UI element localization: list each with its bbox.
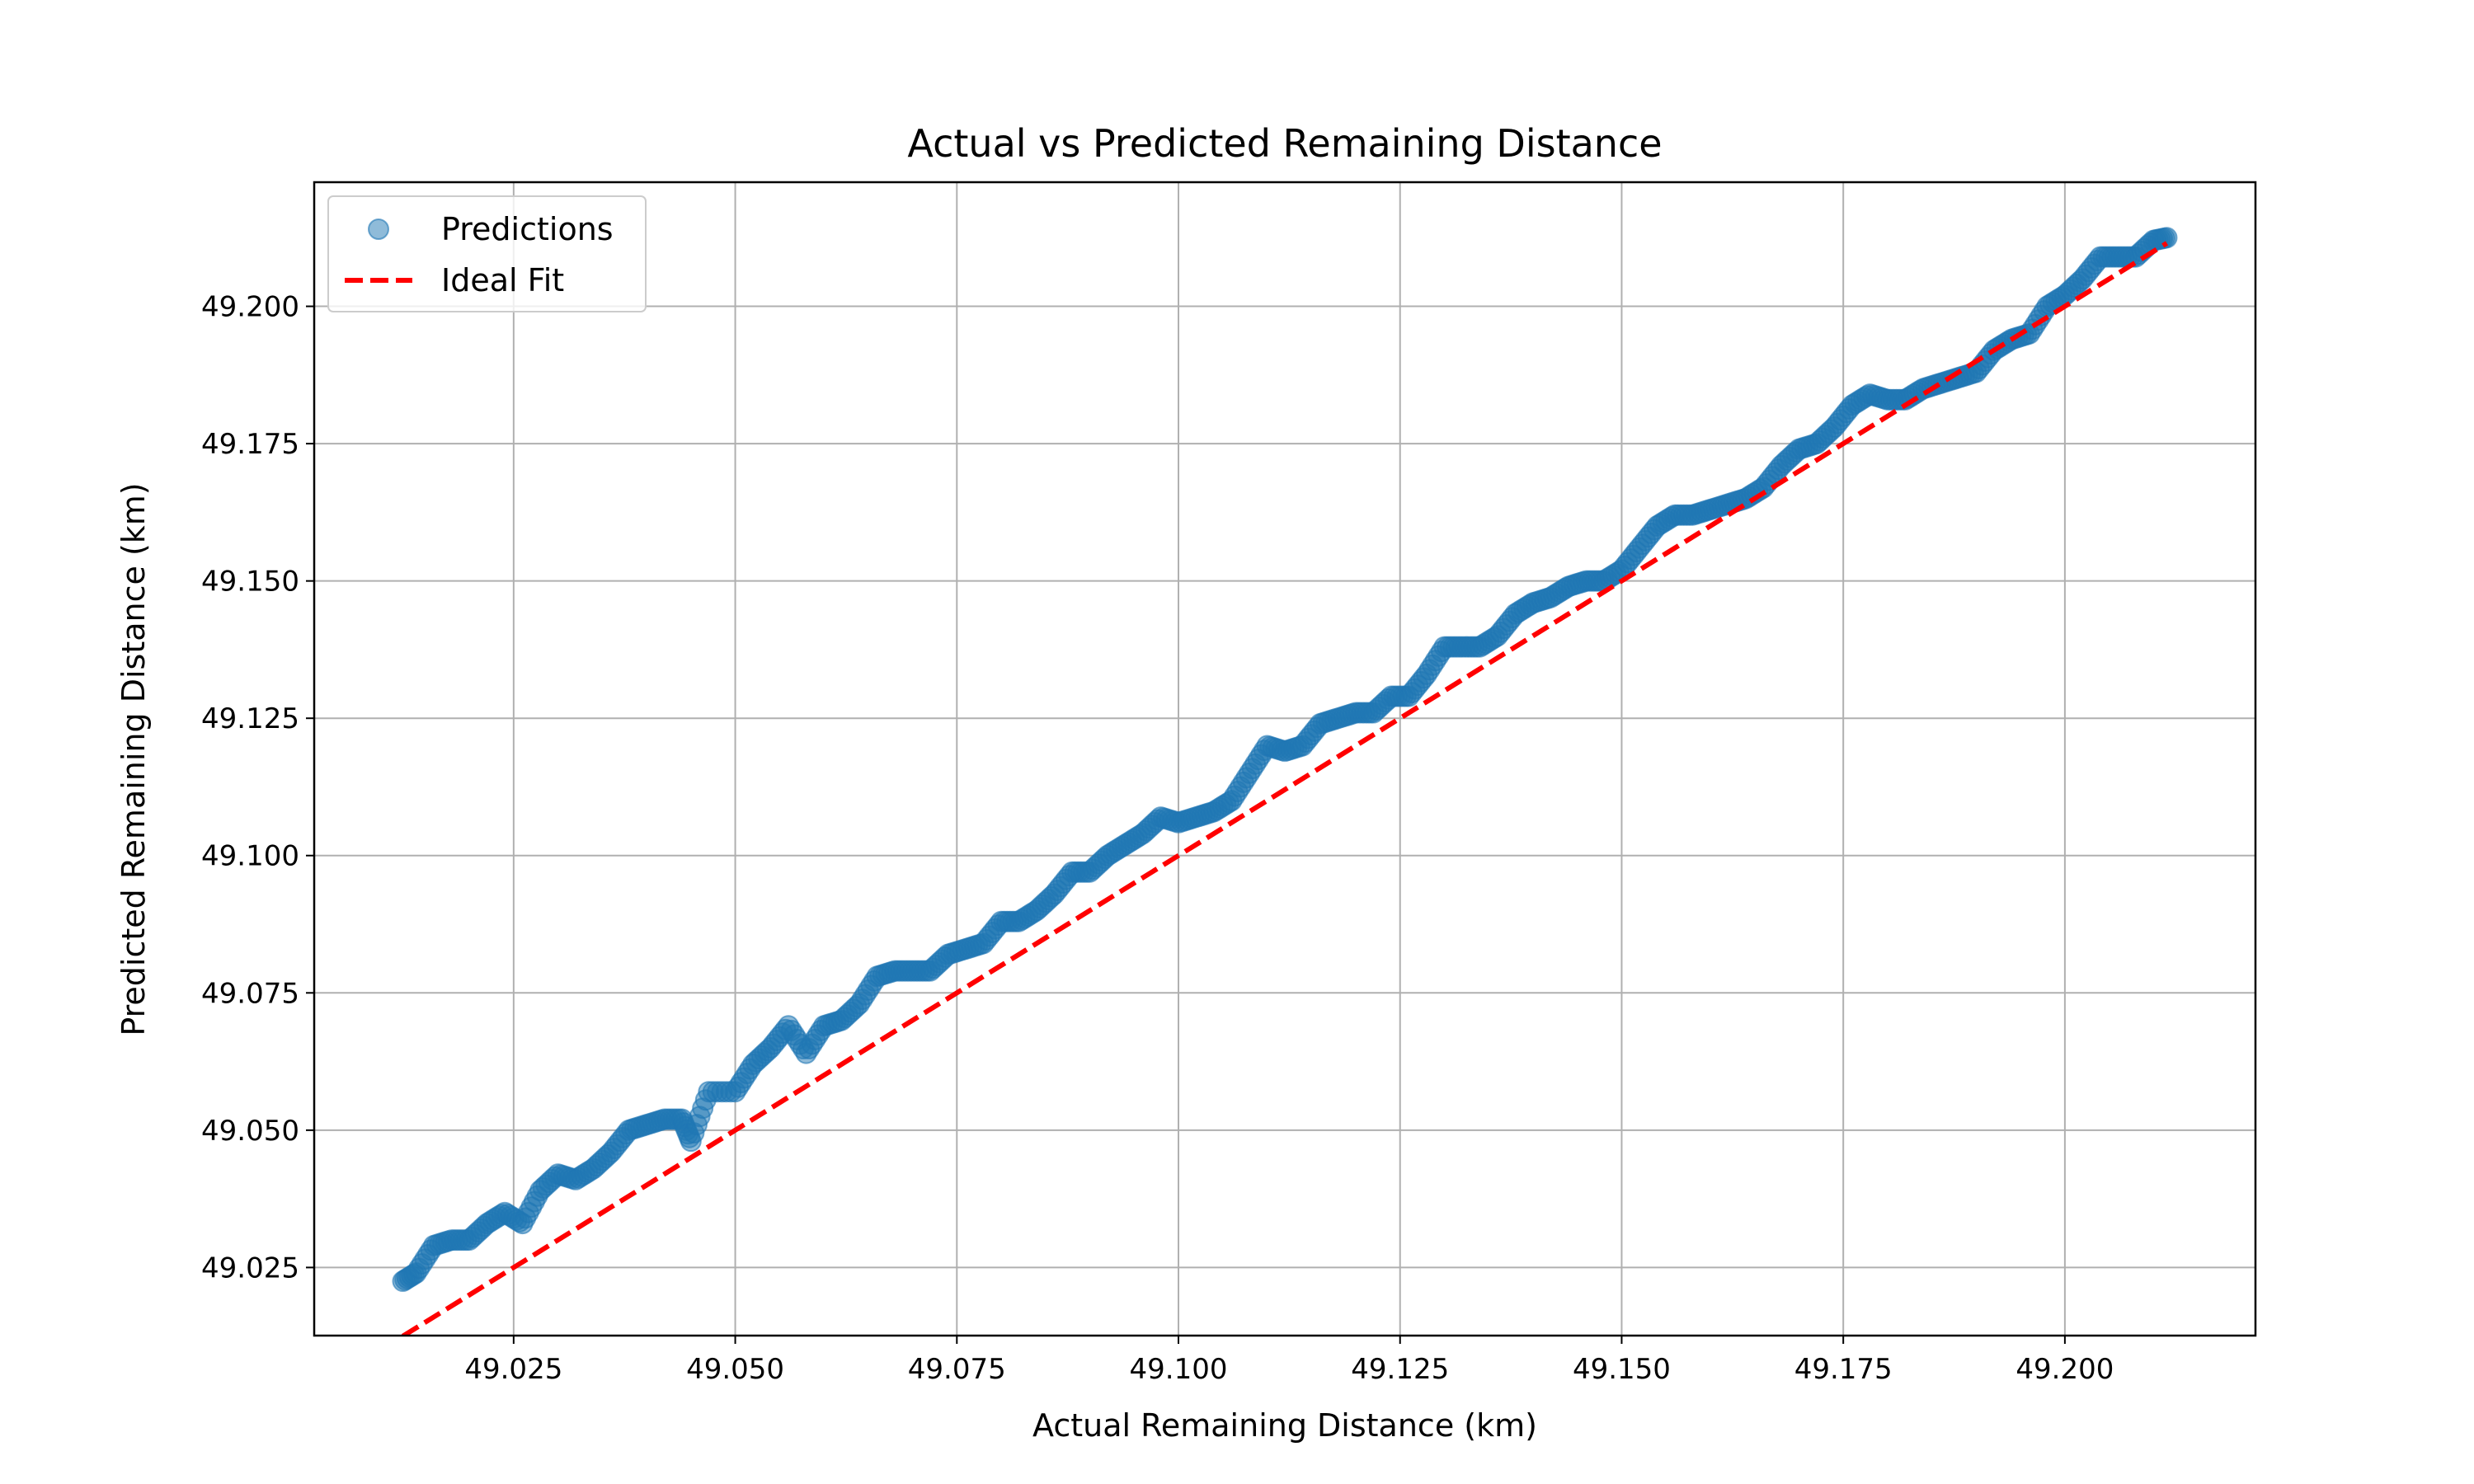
x-tick-label: 49.025 [464,1353,562,1386]
x-tick-label: 49.150 [1573,1353,1671,1386]
y-tick-label: 49.200 [201,291,299,324]
legend-label-predictions: Predictions [441,211,614,247]
y-tick-label: 49.175 [201,428,299,461]
y-tick-label: 49.125 [201,702,299,735]
grid-lines [314,182,2255,1336]
y-axis-label: Predicted Remaining Distance (km) [115,482,152,1036]
y-tick-label: 49.075 [201,977,299,1010]
x-tick-label: 49.100 [1130,1353,1228,1386]
x-tick-label: 49.200 [2015,1353,2114,1386]
x-axis-label: Actual Remaining Distance (km) [1032,1407,1537,1444]
plot-frame [313,181,2257,1337]
x-tick-label: 49.075 [908,1353,1006,1386]
y-tick-label: 49.025 [201,1252,299,1284]
legend-marker-predictions [368,218,389,240]
legend-label-ideal-fit: Ideal Fit [441,262,564,298]
y-tick-label: 49.100 [201,840,299,873]
x-tick-label: 49.175 [1794,1353,1893,1386]
legend: Predictions Ideal Fit [327,195,647,312]
plot-series [392,227,2178,1336]
prediction-point [2156,227,2178,249]
chart-title: Actual vs Predicted Remaining Distance [907,121,1662,166]
y-tick-label: 49.050 [201,1115,299,1148]
x-tick-label: 49.050 [686,1353,784,1386]
y-axis-ticks: 49.025 49.050 49.075 49.100 49.125 49.150 49.1… [201,291,314,1284]
ideal-fit-line [401,241,2169,1336]
y-tick-label: 49.150 [201,566,299,599]
x-axis-ticks: 49.025 49.050 49.075 49.100 49.125 49.150 49.1… [464,1336,2114,1386]
x-tick-label: 49.125 [1351,1353,1449,1386]
